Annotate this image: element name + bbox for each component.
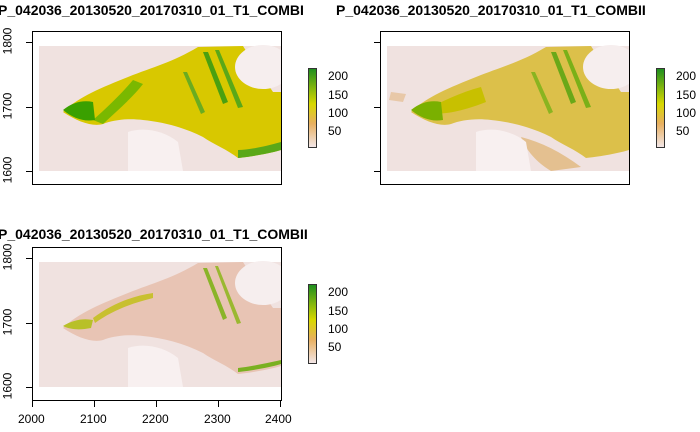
panel-1-raster-image	[33, 32, 281, 184]
panel-3-xtick-label: 2200	[142, 412, 169, 426]
panel-2-legend-label: 200	[676, 69, 697, 83]
panel-1-legend-label: 200	[328, 69, 349, 83]
panel-3-xtick-mark	[156, 401, 157, 407]
panel-2-ytick-mark	[374, 107, 380, 108]
panel-3-xtick-label: 2100	[80, 412, 107, 426]
panel-3-ytick-mark	[26, 258, 32, 259]
panel-3-raster-image	[33, 248, 281, 400]
panel-2-legend-label: 50	[676, 124, 690, 138]
panel-3-legend-label: 200	[328, 285, 349, 299]
panel-1-legend-colorbar	[308, 68, 317, 148]
panel-3-legend-label: 100	[328, 322, 349, 336]
panel-2-legend-label: 100	[676, 106, 697, 120]
panel-3-title: P_042036_20130520_20170310_01_T1_COMBII	[0, 226, 308, 242]
panel-1-legend-label: 150	[328, 88, 349, 102]
panel-1-legend-label: 50	[328, 124, 342, 138]
panel-1-ytick-label: 1600	[0, 156, 15, 184]
panel-2-ytick-mark	[374, 171, 380, 172]
panel-2-raster-plot	[380, 31, 630, 185]
panel-1-ytick-mark	[26, 107, 32, 108]
panel-3-xtick-label: 2300	[204, 412, 231, 426]
panel-3-xtick-mark	[218, 401, 219, 407]
panel-1-legend-label: 100	[328, 106, 349, 120]
panel-3-ytick-label: 1700	[0, 308, 15, 336]
panel-3-legend-label: 150	[328, 304, 349, 318]
panel-2-title: P_042036_20130520_20170310_01_T1_COMBII	[336, 2, 646, 18]
panel-1-ytick-mark	[26, 171, 32, 172]
panel-2-raster-image	[381, 32, 629, 184]
panel-3-xtick-mark	[280, 401, 281, 407]
panel-2-legend-label: 150	[676, 88, 697, 102]
panel-2-ytick-mark	[374, 42, 380, 43]
panel-3-legend-colorbar	[308, 284, 317, 364]
panel-1-ytick-label: 1800	[0, 27, 15, 55]
panel-1-raster-plot	[32, 31, 282, 185]
panel-1-ytick-mark	[26, 42, 32, 43]
panel-1-ytick-label: 1700	[0, 92, 15, 120]
panel-3-xtick-label: 2400	[265, 412, 292, 426]
panel-3-raster-plot	[32, 247, 282, 401]
panel-3-xtick-mark	[32, 401, 33, 407]
panel-3-ytick-mark	[26, 387, 32, 388]
panel-3-ytick-label: 1600	[0, 372, 15, 400]
panel-3-ytick-label: 1800	[0, 243, 15, 271]
panel-3-xtick-mark	[94, 401, 95, 407]
panel-2-legend-colorbar	[656, 68, 665, 148]
panel-3-ytick-mark	[26, 323, 32, 324]
panel-1-title: P_042036_20130520_20170310_01_T1_COMBI	[0, 2, 304, 18]
panel-3-legend-label: 50	[328, 340, 342, 354]
panel-3-xtick-label: 2000	[18, 412, 45, 426]
